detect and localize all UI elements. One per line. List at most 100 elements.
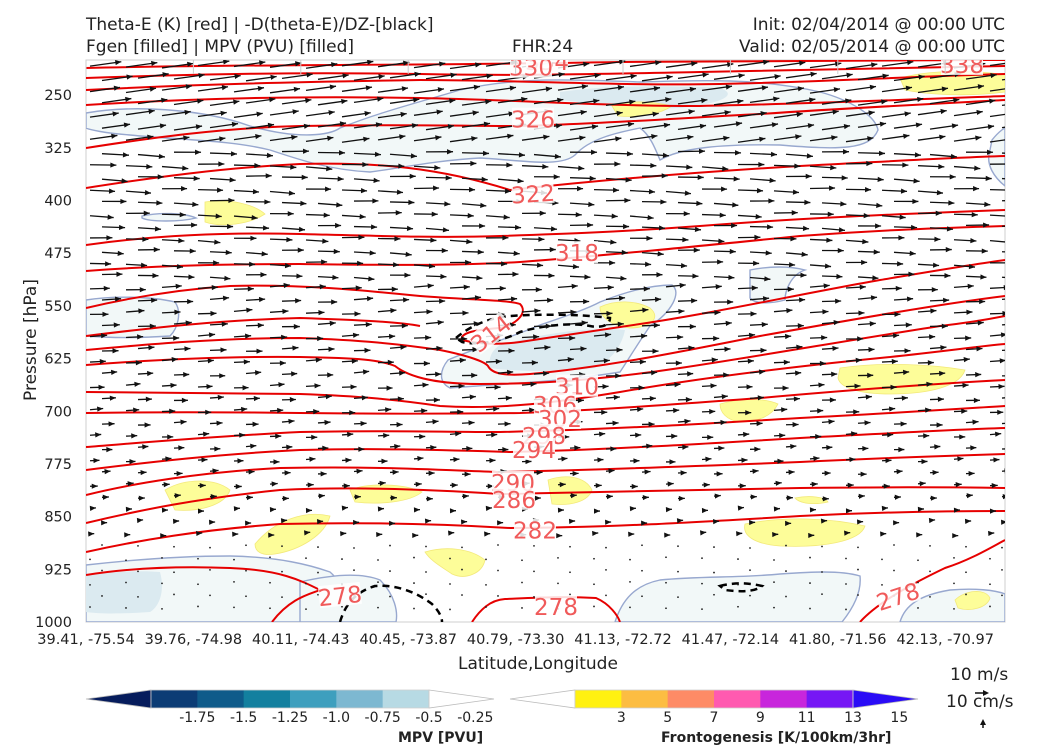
wind-arrow-head (739, 483, 746, 489)
wind-arrow-head (729, 248, 736, 255)
wind-arrow-dot (737, 583, 739, 586)
wind-arrow-head (397, 396, 404, 402)
colorbar-swatch (336, 690, 384, 708)
wind-arrow-head (756, 420, 763, 427)
wind-arrow-head (631, 483, 638, 490)
wind-arrow-head (974, 165, 981, 171)
wind-arrow-head (723, 372, 730, 378)
wind-arrow-head (962, 382, 969, 389)
wind-arrow-head (93, 457, 100, 464)
wind-arrow-head (361, 395, 368, 401)
wind-arrow-head (216, 187, 224, 193)
wind-arrow-head (968, 470, 975, 477)
wind-arrow-head (753, 260, 760, 266)
wind-arrow-head (414, 71, 421, 77)
colorbar-tick-label: -1.25 (272, 710, 308, 726)
wind-arrow-head (935, 210, 942, 216)
wind-arrow-head (142, 444, 149, 450)
wind-arrow-head (932, 469, 939, 476)
wind-arrow-head (917, 96, 924, 102)
wind-arrow-dot (425, 545, 427, 548)
wind-arrow-head (531, 360, 538, 366)
wind-arrow-dot (485, 558, 487, 561)
wind-arrow-head (902, 369, 910, 375)
wind-arrow-head (665, 507, 672, 513)
wind-arrow-head (187, 298, 194, 305)
wind-arrow-head (282, 308, 289, 315)
wind-arrow-head (158, 153, 165, 160)
wind-arrow-head (998, 383, 1005, 390)
wind-arrow-head (589, 175, 596, 181)
wind-arrow-head (601, 409, 608, 415)
wind-arrow-head (984, 201, 991, 207)
wind-arrow-head (419, 434, 426, 440)
wind-arrow-head (728, 274, 735, 281)
wind-arrow-head (1020, 198, 1026, 203)
wind-arrow-head (999, 358, 1005, 364)
wind-arrow-head (133, 407, 140, 413)
wind-arrow-dot (713, 571, 715, 574)
wind-arrow-head (319, 284, 326, 290)
wind-arrow-head (281, 334, 288, 340)
wind-arrow-head (483, 121, 491, 127)
wind-arrow-head (201, 457, 208, 463)
wind-arrow-head (405, 251, 412, 257)
wind-arrow-head (895, 285, 902, 292)
wind-arrow-head (872, 275, 879, 281)
wind-arrow-head (760, 111, 767, 117)
wind-arrow-head (773, 506, 780, 512)
wind-arrow-dot (641, 595, 643, 598)
wind-arrow-head (400, 111, 407, 118)
wind-arrow-head (725, 320, 732, 326)
colorbar-swatch (575, 690, 622, 708)
wind-arrow-dot (521, 559, 523, 562)
theta-e-contour-label: 278 (534, 595, 578, 621)
wind-arrow-head (403, 60, 410, 66)
wind-arrow-dot (989, 605, 991, 608)
wind-arrow-dot (629, 580, 631, 583)
wind-arrow-head (174, 309, 181, 315)
wind-arrow-head (410, 153, 417, 159)
wind-arrow-head (461, 336, 468, 342)
wind-arrow-head (378, 74, 385, 80)
wind-arrow-head (687, 134, 694, 141)
wind-arrow-shaft (989, 113, 1005, 118)
colorbar-tick-label: -0.75 (365, 710, 401, 726)
wind-arrow-head (561, 456, 568, 462)
wind-arrow-dot (269, 581, 271, 584)
wind-arrow-head (867, 136, 874, 142)
wind-arrow-head (584, 274, 591, 280)
wind-arrow-head (376, 531, 383, 538)
wind-arrow-head (215, 213, 222, 219)
wind-arrow-head (787, 286, 794, 292)
wind-arrow-head (536, 469, 543, 476)
wind-arrow-head (738, 73, 745, 79)
wind-arrow-head (980, 274, 987, 280)
wind-arrow-head (184, 109, 191, 115)
wind-arrow-dot (245, 544, 247, 547)
wind-arrow-head (835, 298, 842, 304)
wind-arrow-head (431, 211, 438, 217)
wind-arrow-head (145, 396, 152, 402)
wind-arrow-head (222, 295, 230, 301)
wind-arrow-head (908, 271, 915, 277)
wind-arrow-head (650, 370, 658, 376)
wind-arrow-head (1006, 446, 1012, 451)
wind-arrow-head (284, 470, 291, 476)
wind-arrow-head (214, 446, 221, 452)
wind-arrow-head (735, 121, 743, 127)
y-tick-label: 925 (44, 562, 72, 578)
wind-arrow-head (96, 406, 104, 412)
wind-arrow-head (822, 496, 829, 502)
wind-arrow-head (838, 227, 846, 233)
colorbar-extend-left (509, 689, 576, 709)
wind-arrow-dot (821, 571, 823, 573)
wind-arrow-head (247, 286, 254, 292)
wind-arrow-head (341, 505, 348, 511)
wind-arrow-head (1014, 85, 1020, 90)
wind-arrow-head (473, 321, 480, 327)
wind-arrow-head (427, 283, 434, 289)
wind-arrow-head (543, 134, 550, 140)
wind-arrow-head (761, 321, 768, 328)
wind-arrow-head (199, 482, 206, 489)
